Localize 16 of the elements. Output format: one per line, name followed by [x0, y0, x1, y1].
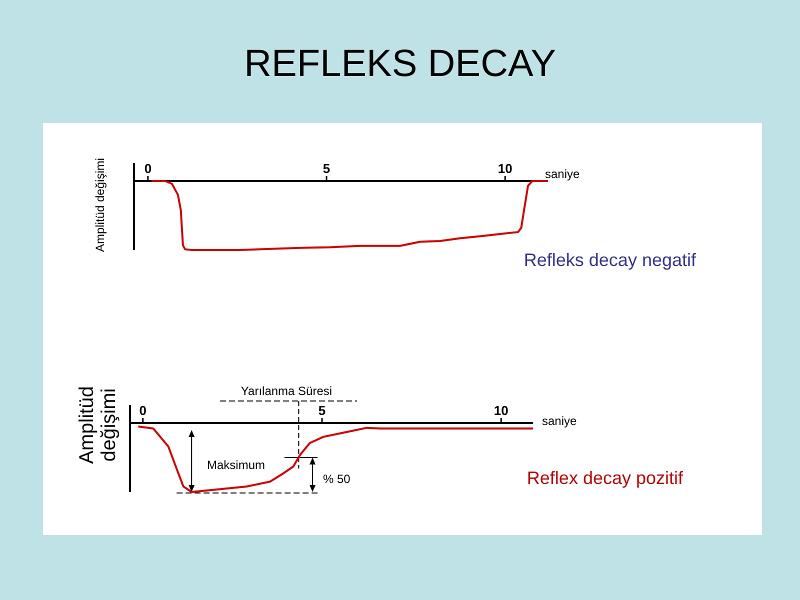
annotation: Maksimum	[207, 458, 266, 472]
y-axis-title: Amplitüd değişimi	[93, 158, 107, 252]
x-tick-label: 5	[322, 161, 330, 176]
text: Yarılanma Süresi	[240, 384, 332, 398]
x-tick-label: 0	[139, 403, 147, 418]
annotation: % 50	[323, 472, 351, 486]
annotation: Refleks decay negatif	[524, 250, 697, 270]
x-tick-label: 0	[144, 161, 152, 176]
x-tick-label: 5	[318, 403, 326, 418]
x-tick-label: 10	[494, 403, 508, 418]
x-tick-label: 10	[498, 161, 512, 176]
x-axis-title: saniye	[542, 414, 578, 428]
chart-title: REFLEKS DECAY	[244, 43, 556, 85]
annotation: Reflex decay pozitif	[526, 468, 684, 488]
x-axis-title: saniye	[545, 167, 580, 181]
y-axis-title: Amplitüd değişimi	[76, 386, 120, 464]
